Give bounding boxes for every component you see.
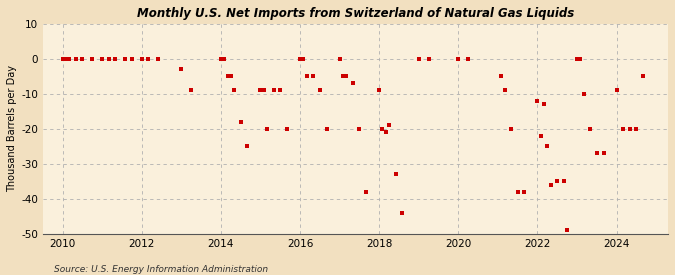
Point: [321, 127, 332, 131]
Point: [532, 99, 543, 103]
Point: [295, 57, 306, 61]
Point: [341, 74, 352, 79]
Point: [413, 57, 424, 61]
Point: [453, 57, 464, 61]
Point: [225, 74, 236, 79]
Point: [338, 74, 348, 79]
Point: [535, 134, 546, 138]
Point: [143, 57, 154, 61]
Point: [64, 57, 75, 61]
Point: [374, 88, 385, 93]
Point: [222, 74, 233, 79]
Point: [110, 57, 121, 61]
Point: [229, 88, 240, 93]
Point: [57, 57, 68, 61]
Point: [542, 144, 553, 148]
Point: [334, 57, 345, 61]
Point: [381, 130, 392, 135]
Text: Source: U.S. Energy Information Administration: Source: U.S. Energy Information Administ…: [54, 265, 268, 274]
Point: [578, 92, 589, 96]
Point: [236, 120, 246, 124]
Point: [598, 151, 609, 156]
Point: [219, 57, 230, 61]
Point: [591, 151, 602, 156]
Point: [275, 88, 286, 93]
Point: [572, 57, 583, 61]
Point: [495, 74, 506, 79]
Point: [186, 88, 196, 93]
Point: [153, 57, 164, 61]
Point: [281, 127, 292, 131]
Point: [500, 88, 510, 93]
Point: [390, 172, 401, 177]
Point: [315, 88, 325, 93]
Point: [97, 57, 107, 61]
Point: [242, 144, 253, 148]
Title: Monthly U.S. Net Imports from Switzerland of Natural Gas Liquids: Monthly U.S. Net Imports from Switzerlan…: [137, 7, 574, 20]
Point: [215, 57, 226, 61]
Point: [60, 57, 71, 61]
Point: [562, 228, 572, 233]
Point: [126, 57, 137, 61]
Point: [638, 74, 649, 79]
Point: [87, 57, 98, 61]
Point: [377, 127, 387, 131]
Point: [255, 88, 266, 93]
Point: [298, 57, 308, 61]
Point: [119, 57, 130, 61]
Point: [360, 190, 371, 194]
Point: [624, 127, 635, 131]
Point: [512, 190, 523, 194]
Point: [397, 211, 408, 215]
Point: [136, 57, 147, 61]
Point: [631, 127, 642, 131]
Point: [176, 67, 187, 72]
Point: [259, 88, 269, 93]
Point: [354, 127, 364, 131]
Point: [262, 127, 273, 131]
Y-axis label: Thousand Barrels per Day: Thousand Barrels per Day: [7, 65, 17, 192]
Point: [463, 57, 474, 61]
Point: [301, 74, 312, 79]
Point: [612, 88, 622, 93]
Point: [506, 127, 516, 131]
Point: [559, 179, 570, 184]
Point: [308, 74, 319, 79]
Point: [77, 57, 88, 61]
Point: [347, 81, 358, 86]
Point: [383, 123, 394, 128]
Point: [575, 57, 586, 61]
Point: [519, 190, 530, 194]
Point: [585, 127, 595, 131]
Point: [545, 183, 556, 187]
Point: [552, 179, 563, 184]
Point: [618, 127, 628, 131]
Point: [423, 57, 434, 61]
Point: [268, 88, 279, 93]
Point: [103, 57, 114, 61]
Point: [70, 57, 81, 61]
Point: [539, 102, 549, 107]
